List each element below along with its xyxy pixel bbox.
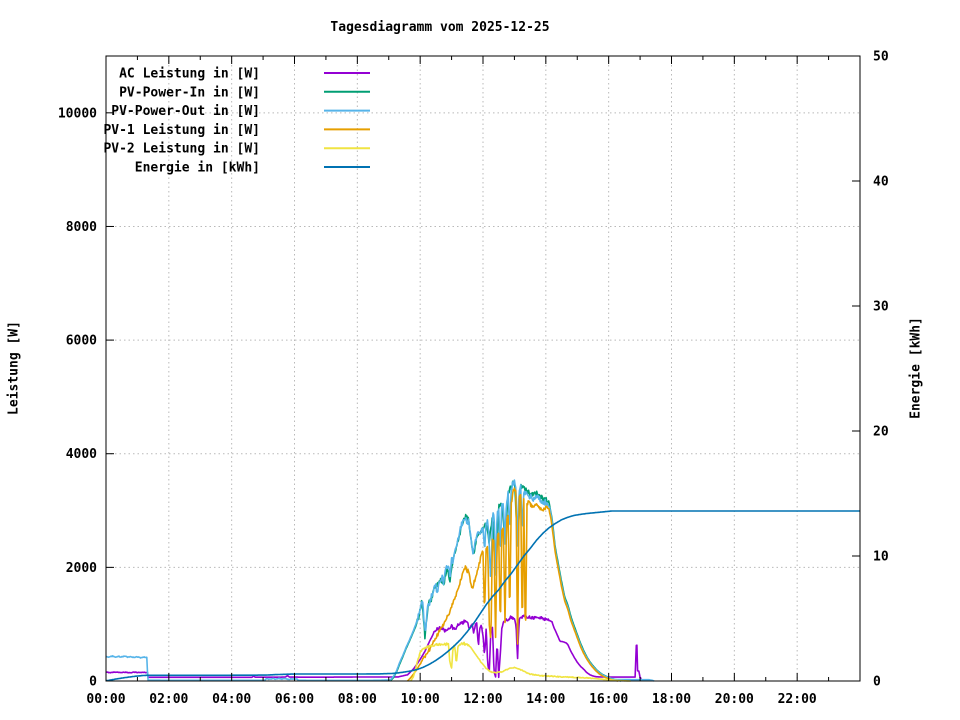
y1-tick-label: 4000	[66, 447, 97, 462]
legend-label: AC Leistung in [W]	[119, 67, 260, 82]
x-tick-label: 08:00	[338, 692, 377, 707]
y2-tick-label: 20	[873, 425, 889, 440]
legend-label: PV-2 Leistung in [W]	[103, 142, 260, 157]
x-tick-label: 04:00	[212, 692, 251, 707]
x-tick-label: 14:00	[526, 692, 565, 707]
x-tick-label: 06:00	[275, 692, 314, 707]
x-tick-label: 18:00	[652, 692, 691, 707]
legend: AC Leistung in [W] PV-Power-In in [W] PV-P…	[103, 67, 370, 176]
series-pv2-line	[410, 641, 631, 682]
x-tick-label: 02:00	[149, 692, 188, 707]
x-tick-label: 10:00	[401, 692, 440, 707]
series-pv_out-line	[105, 479, 655, 682]
legend-item: AC Leistung in [W]	[119, 67, 370, 82]
y2-tick-label: 50	[873, 50, 889, 65]
x-tick-label: 22:00	[778, 692, 817, 707]
y1-tick-label: 8000	[66, 220, 97, 235]
plot-frame	[105, 55, 861, 682]
legend-label: Energie in [kWh]	[135, 161, 260, 176]
x-tick-label: 12:00	[463, 692, 502, 707]
legend-item: Energie in [kWh]	[135, 161, 370, 176]
y2-tick-label: 40	[873, 175, 889, 190]
legend-item: PV-Power-In in [W]	[119, 85, 370, 100]
chart-title: Tagesdiagramm vom 2025-12-25	[330, 20, 550, 35]
y1-tick-label: 6000	[66, 334, 97, 349]
y2-tick-label: 10	[873, 550, 889, 565]
legend-label: PV-Power-In in [W]	[119, 85, 260, 100]
gridlines	[106, 56, 860, 681]
legend-label: PV-Power-Out in [W]	[111, 104, 260, 119]
legend-item: PV-Power-Out in [W]	[111, 104, 370, 119]
x-tick-label: 16:00	[589, 692, 628, 707]
y1-tick-label: 0	[89, 675, 97, 690]
legend-item: PV-1 Leistung in [W]	[103, 123, 370, 138]
tick-labels: 00:00 02:00 04:00 06:00 08:00 10:00 12:00 14:00…	[58, 50, 889, 708]
legend-item: PV-2 Leistung in [W]	[103, 142, 370, 157]
series-ac-line	[105, 614, 643, 682]
legend-label: PV-1 Leistung in [W]	[103, 123, 260, 138]
y1-tick-label: 2000	[66, 561, 97, 576]
data-series	[105, 479, 861, 682]
y2-tick-label: 0	[873, 675, 881, 690]
series-pv1-line	[406, 487, 619, 682]
y2-tick-label: 30	[873, 300, 889, 315]
x-tick-label: 20:00	[715, 692, 754, 707]
x-tick-label: 00:00	[86, 692, 125, 707]
y1-tick-label: 10000	[58, 106, 97, 121]
